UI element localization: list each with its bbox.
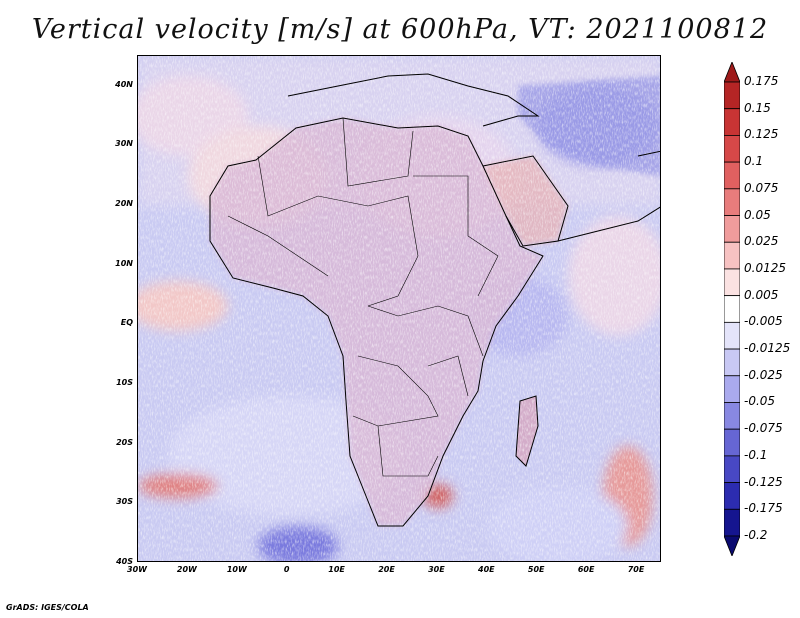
colorbar-label: -0.0125 [744, 341, 791, 356]
colorbar [724, 62, 740, 556]
velocity-field [138, 56, 660, 561]
lon-tick-label: 20W [176, 565, 197, 574]
colorbar-swatch [724, 482, 740, 510]
colorbar-label: -0.05 [744, 394, 776, 409]
colorbar-label: 0.1 [744, 154, 764, 169]
lat-tick-label: 20S [116, 437, 133, 447]
lat-tick-label: 20N [115, 199, 133, 209]
lat-tick-label: 30N [115, 139, 133, 149]
lon-tick-label: 20E [378, 565, 395, 574]
colorbar-swatch [724, 62, 740, 83]
colorbar-swatch [724, 508, 740, 537]
colorbar-label: -0.075 [744, 421, 783, 436]
colorbar-label: 0.125 [744, 127, 779, 142]
colorbar-swatch [724, 241, 740, 270]
colorbar-swatch [724, 108, 740, 136]
field-texture [138, 56, 660, 561]
map-title: Vertical velocity [m/s] at 600hPa, VT: 2… [31, 14, 769, 45]
colorbar-label: -0.125 [744, 474, 783, 489]
lon-tick-label: 60E [577, 565, 595, 574]
lon-tick-label: 30W [127, 565, 147, 574]
lon-tick-label: 70E [627, 565, 645, 574]
colorbar-swatch [724, 321, 740, 350]
colorbar-label: -0.005 [744, 314, 783, 329]
lat-tick-label: 10N [115, 258, 133, 268]
lon-tick-label: 0 [283, 565, 290, 574]
lat-tick-label: EQ [120, 318, 133, 328]
colorbar-swatch [724, 402, 740, 430]
lon-tick-label: 10W [226, 565, 247, 574]
colorbar-swatch [724, 455, 740, 483]
colorbar-label: -0.175 [744, 501, 783, 516]
colorbar-label: -0.1 [744, 447, 768, 462]
colorbar-swatch [724, 535, 740, 556]
colorbar-label: 0.15 [744, 100, 771, 115]
lat-tick-label: 40S [116, 557, 133, 566]
colorbar-label: 0.0125 [744, 260, 786, 275]
colorbar-swatch [724, 135, 740, 163]
lat-tick-label: 40N [115, 79, 133, 89]
colorbar-swatch [724, 428, 740, 457]
colorbar-swatch [724, 188, 740, 216]
colorbar-swatch [724, 81, 740, 110]
colorbar-swatch [724, 295, 740, 323]
colorbar-label: 0.05 [744, 207, 771, 222]
colorbar-swatch [724, 348, 740, 377]
colorbar-swatch [724, 268, 740, 297]
lon-tick-label: 10E [328, 565, 345, 574]
coastlines [209, 73, 660, 527]
colorbar-label: 0.025 [744, 234, 779, 249]
colorbar-swatch [724, 215, 740, 243]
lat-tick-label: 30S [116, 497, 133, 507]
credit-text: GrADS: IGES/COLA [6, 603, 89, 612]
lon-tick-label: 50E [527, 565, 545, 574]
colorbar-swatch [724, 375, 740, 403]
map-panel [137, 55, 661, 562]
lat-tick-label: 10S [116, 378, 133, 388]
lon-tick-label: 30E [428, 565, 445, 574]
country-borders [227, 117, 499, 477]
colorbar-label: 0.075 [744, 180, 779, 195]
colorbar-label: -0.2 [744, 528, 768, 542]
lon-tick-label: 40E [478, 565, 495, 574]
colorbar-label: 0.005 [744, 287, 779, 302]
colorbar-label: -0.025 [744, 367, 783, 382]
colorbar-label: 0.175 [744, 74, 779, 88]
colorbar-swatch [724, 161, 740, 190]
